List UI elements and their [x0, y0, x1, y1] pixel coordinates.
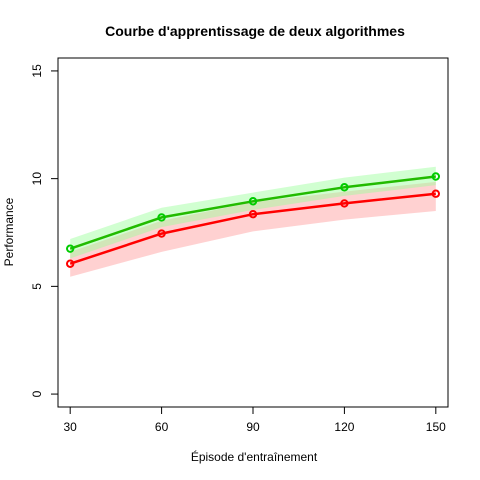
- x-tick-label: 30: [64, 420, 78, 434]
- y-tick-label: 15: [30, 64, 44, 78]
- data-point-2-3: [248, 197, 258, 206]
- series-line-1: [69, 192, 436, 265]
- x-tick-label: 150: [426, 420, 446, 434]
- series-points: [65, 172, 441, 268]
- x-tick-label: 90: [246, 420, 260, 434]
- x-axis-label: Épisode d'entraînement: [191, 449, 318, 464]
- series-lines: [69, 175, 436, 265]
- x-tick-label: 120: [334, 420, 354, 434]
- data-point-2-2: [157, 213, 166, 222]
- data-point-2-5: [431, 172, 441, 181]
- y-axis-label: Performance: [2, 197, 16, 266]
- x-tick-label: 60: [155, 420, 169, 434]
- confidence-band-1: [70, 181, 436, 277]
- y-tick-label: 10: [30, 172, 44, 186]
- data-point-1-5: [431, 189, 441, 198]
- data-point-1-1: [65, 259, 75, 268]
- data-point-2-1: [65, 244, 75, 253]
- y-tick-label: 0: [30, 390, 44, 397]
- series-line-2: [69, 175, 436, 250]
- data-point-1-3: [248, 209, 258, 219]
- y-axis: 0 5 10 15: [30, 64, 59, 397]
- data-point-1-4: [340, 199, 349, 208]
- y-tick-label: 5: [30, 283, 44, 290]
- chart-title: Courbe d'apprentissage de deux algorithm…: [105, 23, 405, 39]
- data-point-2-4: [340, 183, 349, 192]
- x-axis: 30 60 90 120 150: [64, 406, 446, 434]
- data-point-1-2: [157, 229, 166, 238]
